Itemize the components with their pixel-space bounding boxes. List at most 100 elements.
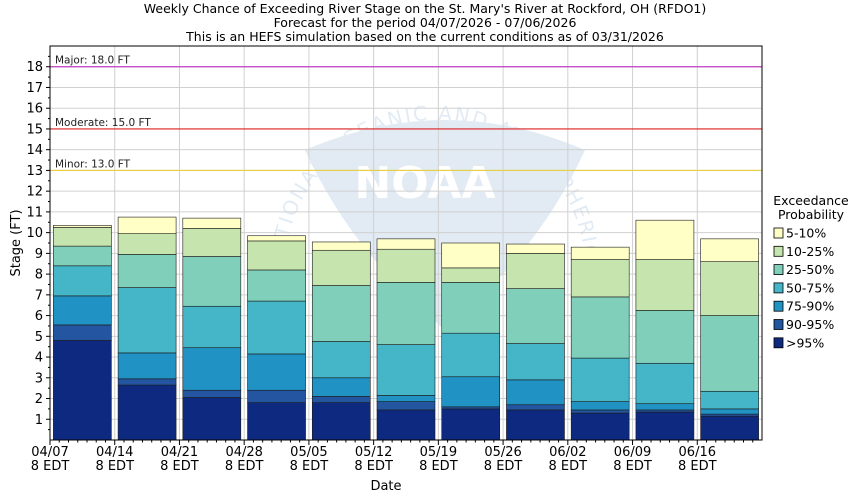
legend-label: >95% — [786, 335, 824, 350]
x-tick-label-date: 04/14 — [96, 445, 133, 460]
bar-segment — [700, 413, 759, 417]
bar-segment — [506, 243, 565, 254]
y-tick-label: 3 — [35, 371, 43, 386]
legend-swatch — [773, 264, 784, 276]
bar-segment — [570, 409, 630, 414]
bar-segment — [117, 287, 177, 354]
x-tick-label-date: 06/09 — [614, 445, 651, 460]
bar-segment — [700, 390, 759, 410]
bar-segment — [635, 362, 695, 405]
bar-segment — [376, 282, 436, 345]
bar-segment — [635, 409, 695, 413]
bar-segment — [376, 395, 436, 402]
bar-segment — [441, 408, 501, 441]
bar-segment — [506, 343, 565, 381]
bar-segment — [53, 225, 112, 228]
bar-segment — [376, 401, 436, 411]
stacked-bars — [53, 216, 759, 441]
bar-segment — [635, 219, 695, 260]
y-tick-label: 18 — [26, 60, 43, 75]
legend-label: 50-75% — [786, 280, 834, 295]
bar-segment — [311, 402, 371, 441]
bar-segment — [570, 246, 630, 260]
bar-segment — [117, 216, 177, 234]
bar-segment — [117, 352, 177, 380]
x-axis-title: Date — [370, 479, 401, 494]
bar-segment — [182, 217, 242, 229]
legend-label: 10-25% — [786, 244, 834, 259]
x-tick-label-time: 8 EDT — [484, 459, 523, 474]
legend-swatch — [773, 300, 784, 312]
legend-swatch — [773, 245, 784, 257]
flood-thresholds: Major: 18.0 FT Moderate: 15.0 FT Minor: 13… — [50, 55, 762, 172]
bar-segment — [441, 282, 501, 334]
x-tick-label-time: 8 EDT — [549, 459, 588, 474]
y-tick-label: 16 — [26, 102, 43, 117]
y-tick-label: 5 — [35, 330, 43, 345]
x-tick-label-date: 06/02 — [549, 445, 586, 460]
x-tick-label-time: 8 EDT — [95, 459, 134, 474]
bar-segment — [700, 408, 759, 415]
y-tick-label: 1 — [35, 413, 43, 428]
bar-segment — [117, 378, 177, 386]
y-tick-label: 10 — [26, 226, 43, 241]
bar-segment — [182, 389, 242, 398]
chart-title: Weekly Chance of Exceeding River Stage o… — [143, 1, 707, 16]
bar-segment — [53, 340, 112, 441]
bar-segment — [182, 397, 242, 441]
y-tick-label: 15 — [26, 122, 43, 137]
threshold-label: Major: 18.0 FT — [55, 55, 130, 67]
x-tick-label-date: 04/28 — [225, 445, 262, 460]
bar-segment — [311, 241, 371, 251]
bar-segment — [376, 409, 436, 441]
x-tick-label-date: 05/26 — [484, 445, 521, 460]
legend-label: 90-95% — [786, 317, 834, 332]
y-axis-title: Stage (FT) — [9, 209, 24, 276]
bar-segment — [182, 305, 242, 349]
bar-segment — [182, 256, 242, 307]
y-tick-label: 8 — [35, 268, 43, 283]
bar-segment — [311, 249, 371, 286]
x-tick-label-time: 8 EDT — [225, 459, 264, 474]
x-tick-label-date: 06/16 — [679, 445, 716, 460]
bar-segment — [117, 233, 177, 255]
bar-segment — [441, 406, 501, 410]
bar-segment — [53, 295, 112, 326]
bar-segment — [635, 259, 695, 311]
x-tick-label-date: 05/19 — [420, 445, 457, 460]
y-tick-label: 14 — [26, 143, 43, 158]
x-tick-label-date: 04/07 — [31, 445, 68, 460]
bar-segment — [635, 411, 695, 441]
threshold-label: Moderate: 15.0 FT — [55, 117, 151, 129]
bar-segment — [570, 259, 630, 298]
y-tick-label: 6 — [35, 309, 43, 324]
legend-label: 75-90% — [786, 299, 834, 314]
legend-swatch — [773, 282, 784, 294]
bar-segment — [506, 379, 565, 406]
x-tick-label-time: 8 EDT — [678, 459, 717, 474]
y-tick-label: 13 — [26, 164, 43, 179]
legend-swatch — [773, 337, 784, 349]
bar-segment — [570, 401, 630, 411]
bar-segment — [570, 412, 630, 441]
legend-swatch — [773, 227, 784, 239]
bar-segment — [700, 238, 759, 262]
y-tick-label: 17 — [26, 81, 43, 96]
x-tick-label-time: 8 EDT — [354, 459, 393, 474]
bar-segment — [247, 353, 306, 391]
bar-segment — [441, 267, 501, 283]
bar-segment — [182, 347, 242, 391]
legend-label: 25-50% — [786, 262, 834, 277]
y-tick-label: 2 — [35, 392, 43, 407]
bar-segment — [441, 332, 501, 378]
bar-segment — [311, 396, 371, 403]
bar-segment — [53, 245, 112, 267]
bar-segment — [506, 409, 565, 441]
bar-segment — [376, 344, 436, 396]
bar-segment — [53, 227, 112, 247]
chart-subtitle-period: Forecast for the period 04/07/2026 - 07/… — [273, 15, 577, 30]
bar-segment — [376, 238, 436, 250]
bar-segment — [247, 300, 306, 355]
